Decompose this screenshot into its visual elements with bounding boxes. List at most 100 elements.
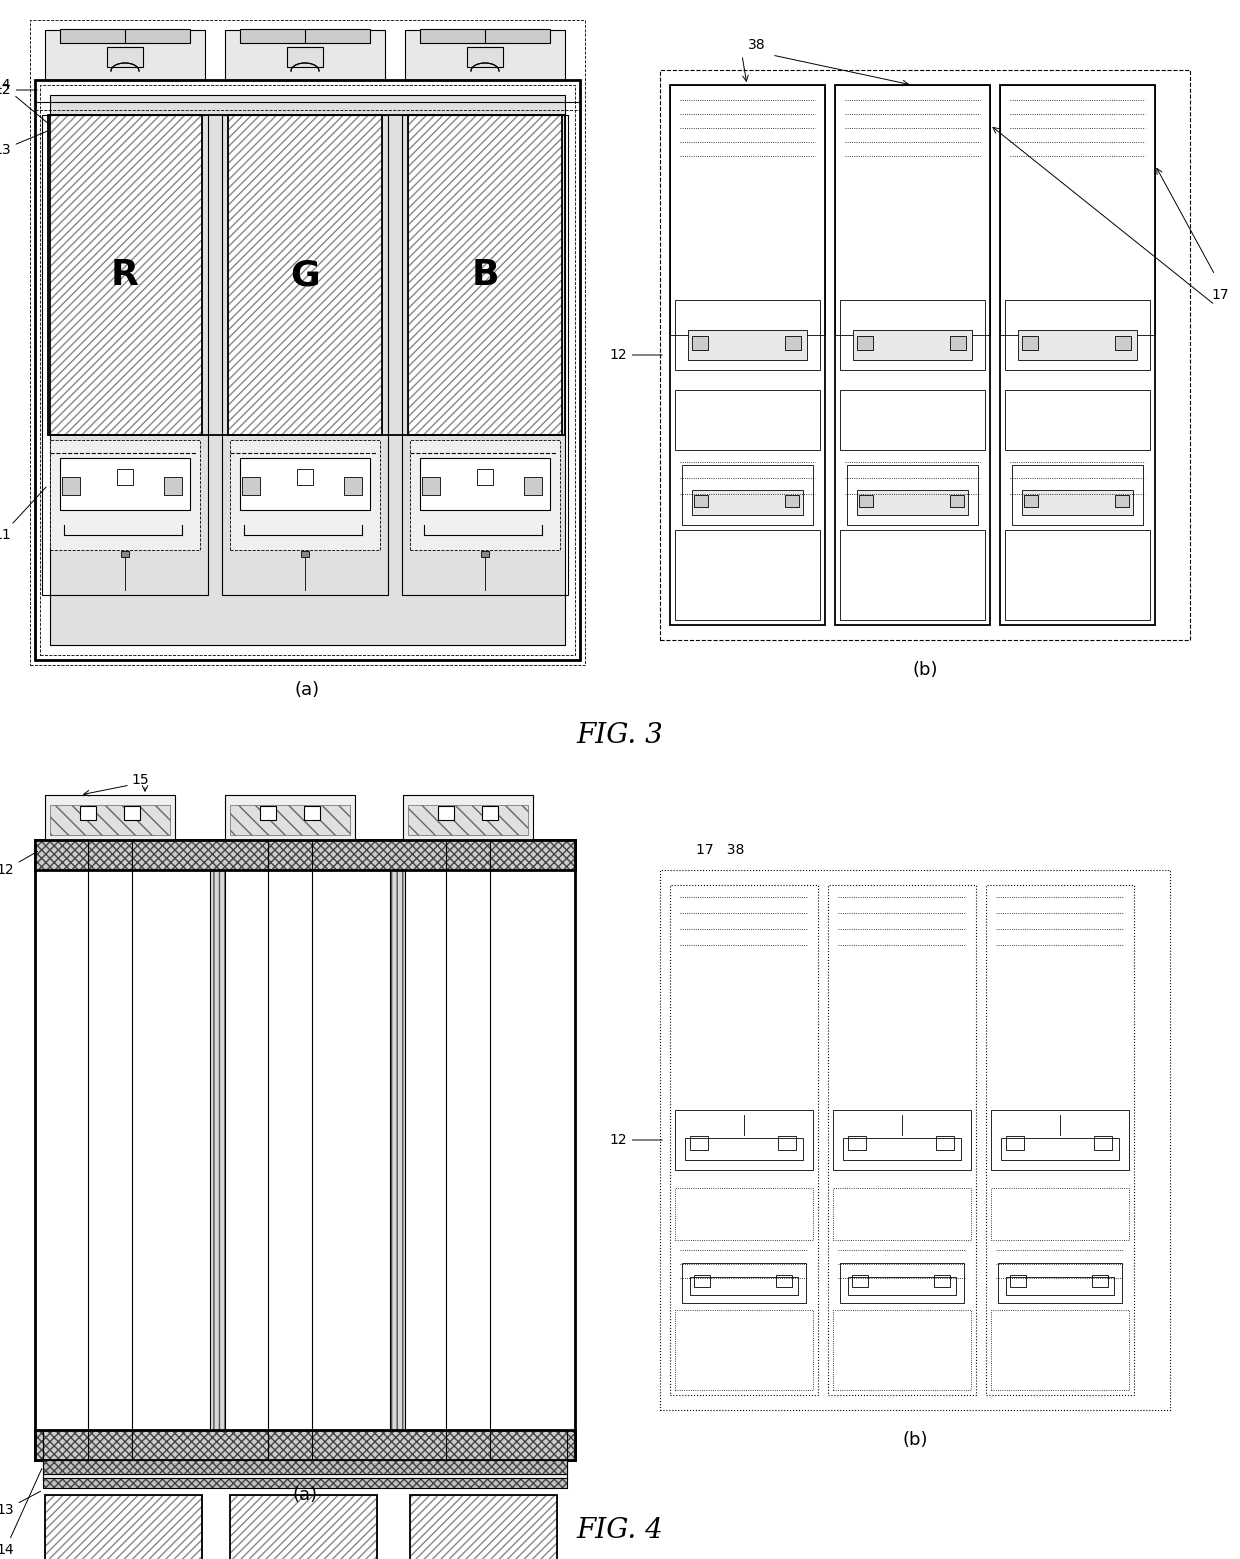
Bar bbox=[117, 469, 133, 485]
Bar bbox=[692, 490, 804, 514]
Text: 17   38: 17 38 bbox=[696, 843, 744, 857]
Bar bbox=[50, 804, 170, 836]
Bar bbox=[1022, 337, 1038, 351]
Bar bbox=[210, 870, 224, 1430]
Bar bbox=[675, 530, 820, 620]
Bar bbox=[107, 47, 143, 67]
Text: 38: 38 bbox=[748, 37, 766, 51]
Bar bbox=[853, 331, 972, 360]
Bar bbox=[1001, 1138, 1118, 1160]
Bar bbox=[934, 1275, 950, 1288]
Bar bbox=[229, 1495, 377, 1559]
Bar bbox=[210, 870, 224, 1430]
Bar bbox=[1012, 465, 1143, 525]
Bar bbox=[689, 1277, 799, 1296]
Bar bbox=[48, 115, 202, 435]
Text: FIG. 4: FIG. 4 bbox=[577, 1517, 663, 1543]
Bar bbox=[833, 1188, 971, 1239]
Bar bbox=[43, 1430, 567, 1479]
Bar bbox=[689, 1137, 708, 1151]
Bar bbox=[50, 95, 565, 645]
Bar bbox=[670, 886, 818, 1395]
Bar bbox=[991, 1110, 1128, 1169]
Text: (b): (b) bbox=[913, 661, 937, 680]
Bar bbox=[785, 337, 801, 351]
Text: B: B bbox=[471, 257, 498, 292]
Bar bbox=[35, 80, 580, 659]
Bar bbox=[43, 1478, 567, 1487]
Bar bbox=[50, 115, 565, 435]
Bar bbox=[482, 806, 498, 820]
Bar bbox=[124, 806, 140, 820]
Bar bbox=[986, 886, 1135, 1395]
Bar bbox=[35, 840, 575, 870]
Bar bbox=[688, 331, 807, 360]
Bar bbox=[857, 490, 968, 514]
Bar bbox=[481, 550, 489, 557]
Bar bbox=[833, 1110, 971, 1169]
Bar bbox=[45, 30, 205, 80]
Bar bbox=[684, 1138, 804, 1160]
Text: 15: 15 bbox=[131, 773, 149, 787]
Bar bbox=[670, 86, 825, 625]
Bar bbox=[843, 1138, 961, 1160]
Bar bbox=[403, 795, 533, 840]
Bar bbox=[43, 1459, 567, 1473]
Text: FIG. 3: FIG. 3 bbox=[577, 722, 663, 748]
Bar bbox=[229, 440, 379, 550]
Bar bbox=[682, 1263, 806, 1303]
Bar bbox=[228, 115, 382, 435]
Bar bbox=[343, 477, 362, 496]
Bar bbox=[228, 115, 382, 435]
Bar bbox=[60, 30, 190, 44]
Bar bbox=[35, 1430, 575, 1459]
Bar bbox=[229, 1495, 377, 1559]
Bar bbox=[670, 86, 825, 335]
Bar bbox=[1115, 496, 1128, 507]
Bar bbox=[298, 469, 312, 485]
Bar bbox=[1024, 496, 1038, 507]
Bar bbox=[408, 115, 562, 435]
Bar bbox=[48, 115, 202, 435]
Bar bbox=[835, 86, 990, 335]
Bar bbox=[40, 86, 575, 655]
Bar bbox=[1094, 1137, 1112, 1151]
Bar bbox=[45, 1495, 202, 1559]
Bar bbox=[410, 440, 560, 550]
Bar bbox=[391, 870, 405, 1430]
Bar bbox=[260, 806, 277, 820]
Text: 12: 12 bbox=[609, 348, 662, 362]
Bar bbox=[694, 1275, 711, 1288]
Bar bbox=[660, 870, 1171, 1409]
Bar bbox=[999, 86, 1154, 625]
Bar bbox=[950, 337, 966, 351]
Text: (b): (b) bbox=[903, 1431, 928, 1448]
Bar bbox=[224, 795, 355, 840]
Bar bbox=[835, 86, 990, 625]
Bar bbox=[675, 299, 820, 369]
Bar bbox=[848, 1277, 956, 1296]
Bar bbox=[847, 465, 978, 525]
Bar bbox=[950, 496, 963, 507]
Bar bbox=[1011, 1275, 1025, 1288]
Bar bbox=[410, 1495, 557, 1559]
Bar bbox=[304, 806, 320, 820]
Bar bbox=[833, 1310, 971, 1391]
Bar bbox=[682, 465, 813, 525]
Bar bbox=[391, 870, 405, 1430]
Bar bbox=[241, 30, 370, 44]
Bar bbox=[991, 1310, 1128, 1391]
Bar bbox=[991, 1188, 1128, 1239]
Bar bbox=[408, 804, 528, 836]
Bar bbox=[999, 86, 1154, 335]
Bar bbox=[675, 390, 820, 451]
Text: 12: 12 bbox=[609, 1133, 662, 1147]
Bar bbox=[477, 469, 494, 485]
Bar bbox=[164, 477, 182, 496]
Bar bbox=[408, 115, 562, 435]
Text: 14: 14 bbox=[0, 1469, 42, 1557]
Bar bbox=[675, 1110, 813, 1169]
Bar bbox=[1004, 530, 1149, 620]
Bar bbox=[62, 477, 81, 496]
Bar bbox=[1115, 337, 1131, 351]
